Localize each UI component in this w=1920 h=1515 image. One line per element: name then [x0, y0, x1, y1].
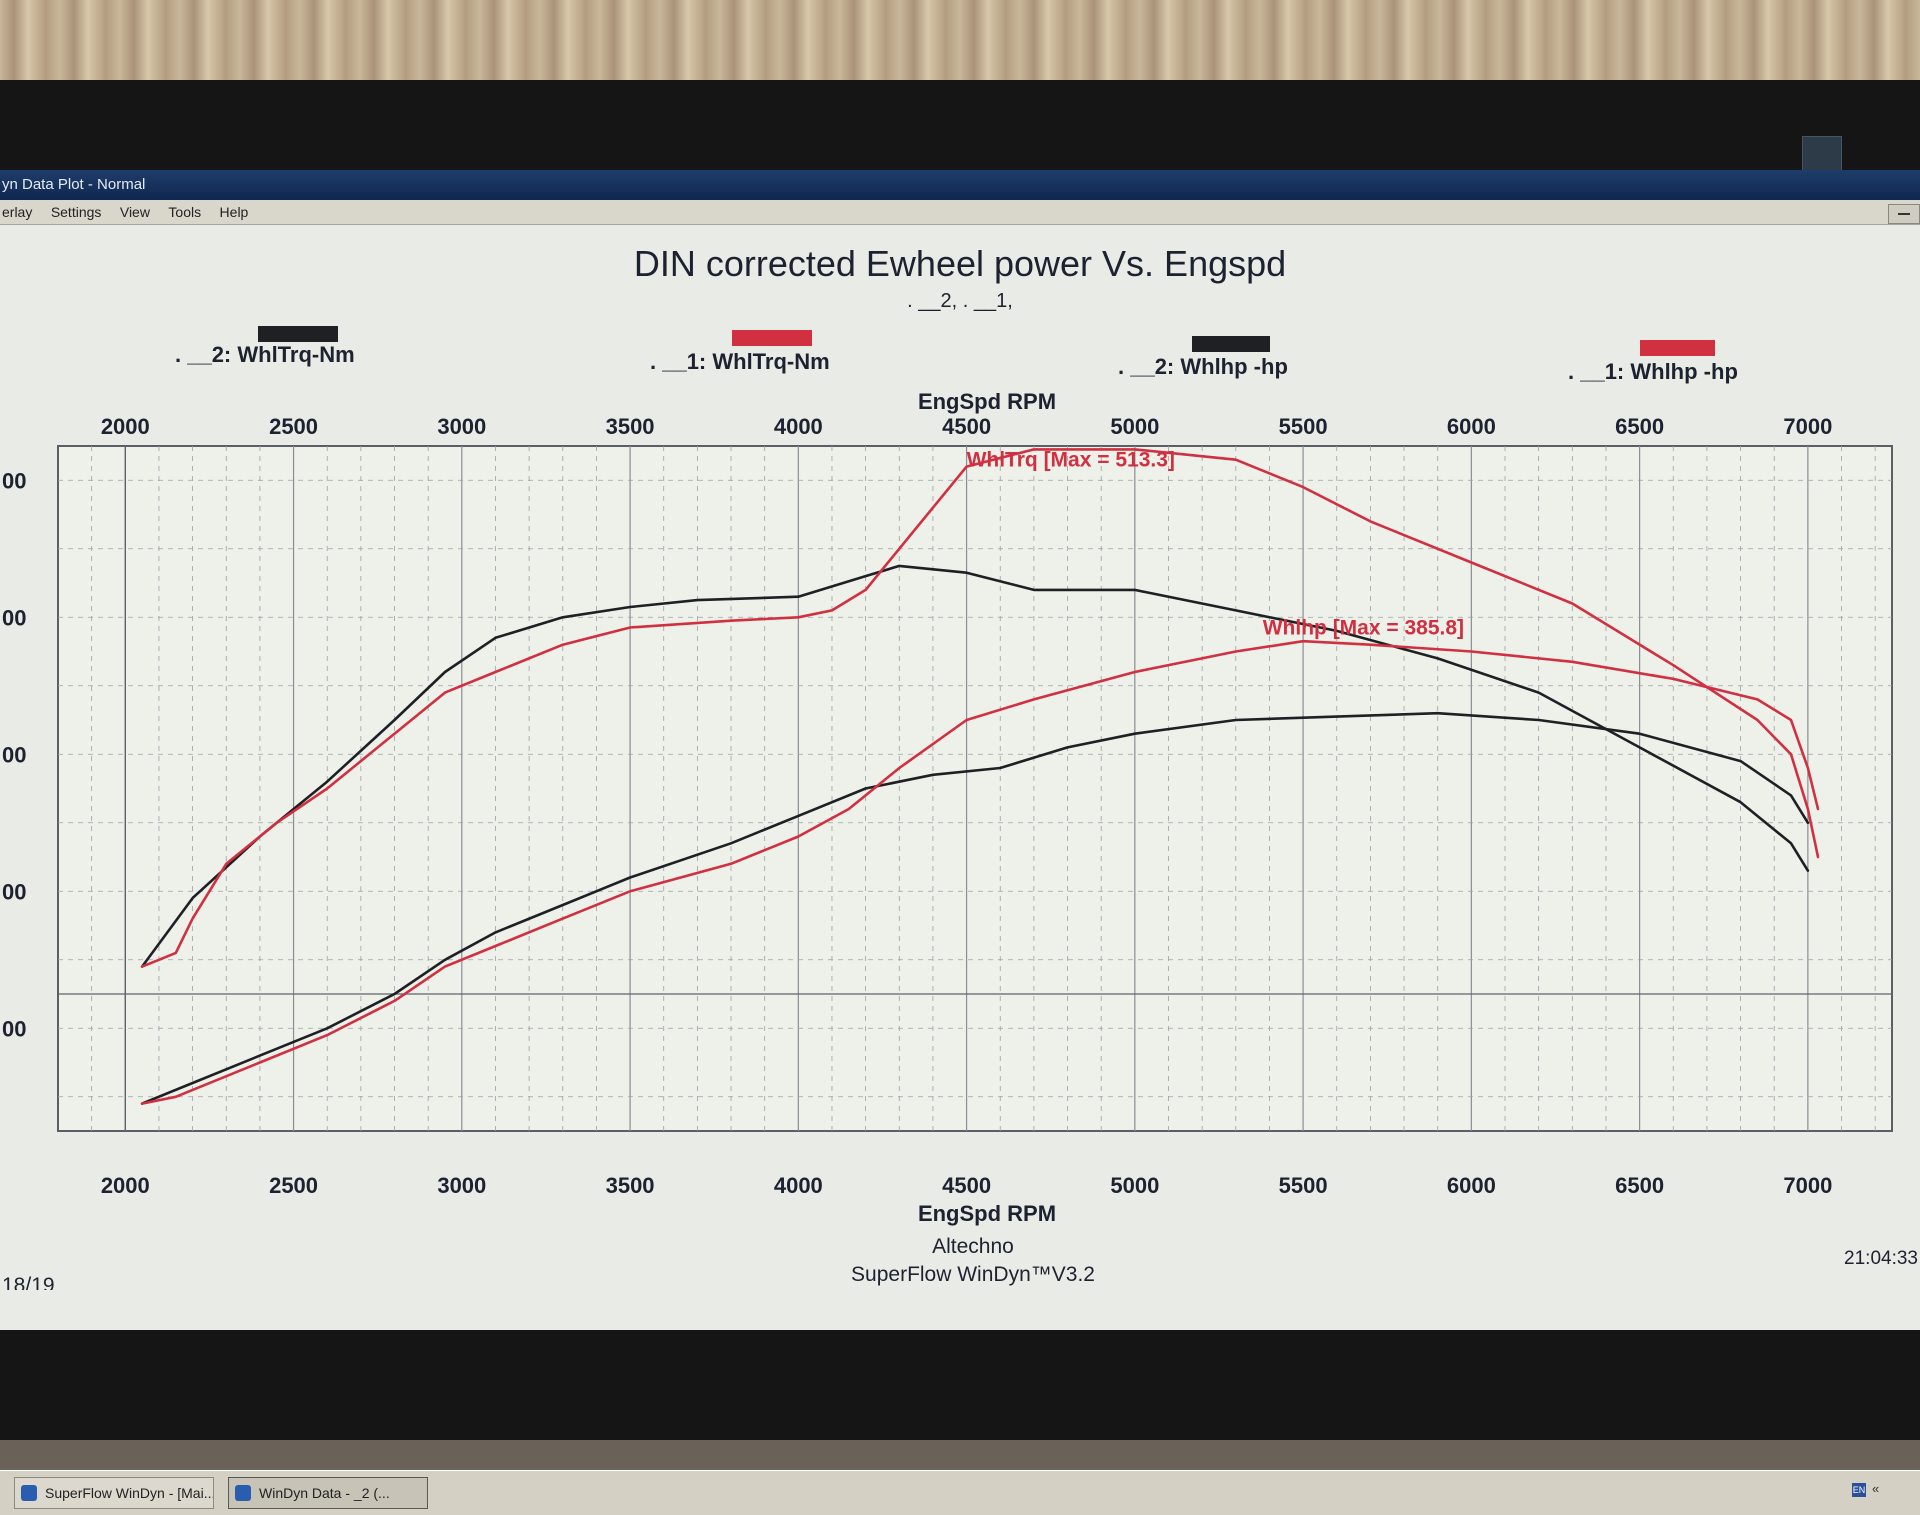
annotation-label: Whlhp [Max = 385.8]: [1263, 616, 1464, 639]
axis-ticks: 2000 2000 2500 2500 3000 3000 3500 3500 4000 4000…: [2, 414, 1832, 1198]
screen: yn Data Plot - Normal erlay Settings Vie…: [0, 170, 1920, 1515]
x-tick-label-top: 7000: [1783, 414, 1832, 439]
x-tick-label-top: 2000: [101, 414, 150, 439]
legend-swatch-3: [1192, 336, 1270, 352]
window-minimize-button[interactable]: [1888, 204, 1920, 224]
legend-swatch-1: [258, 326, 338, 342]
series-line: [140, 448, 1820, 968]
background-curtain: [0, 0, 1920, 90]
series-line: [140, 711, 1810, 1105]
chart-title: DIN corrected Ewheel power Vs. Engspd: [634, 243, 1286, 284]
x-tick-label-bottom: 4500: [942, 1173, 991, 1198]
taskbar-item-data[interactable]: WinDyn Data - _2 (...: [228, 1477, 428, 1509]
taskbar-item-label: SuperFlow WinDyn - [Mai...: [45, 1485, 214, 1501]
menu-help[interactable]: Help: [219, 204, 249, 220]
x-tick-label-top: 3500: [606, 414, 655, 439]
superflow-icon: [21, 1485, 37, 1501]
x-tick-label-bottom: 6000: [1447, 1173, 1496, 1198]
x-tick-label-top: 5500: [1279, 414, 1328, 439]
annotation-label: WhlTrq [Max = 513.3]: [967, 449, 1175, 472]
legend-label-3: . __2: Whlhp -hp: [1118, 354, 1288, 379]
taskbar-item-label: WinDyn Data - _2 (...: [259, 1485, 390, 1501]
legend-label-4: . __1: Whlhp -hp: [1568, 359, 1738, 384]
y-tick-label: 00: [2, 605, 26, 630]
tray-chevron-icon[interactable]: «: [1872, 1481, 1880, 1496]
legend-swatch-4: [1640, 340, 1715, 356]
x-tick-label-top: 5000: [1110, 414, 1159, 439]
annotations: WhlTrq [Max = 513.3] Whlhp [Max = 385.8]: [967, 449, 1464, 640]
x-tick-label-bottom: 2500: [269, 1173, 318, 1198]
x-tick-label-bottom: 3500: [606, 1173, 655, 1198]
legend-label-1: . __2: WhlTrq-Nm: [175, 342, 355, 367]
x-tick-label-top: 4500: [942, 414, 991, 439]
footer-time: 21:04:33: [1844, 1248, 1918, 1269]
menu-settings[interactable]: Settings: [50, 204, 102, 220]
grid: [58, 446, 1892, 1131]
taskbar-item-windyn[interactable]: SuperFlow WinDyn - [Mai...: [14, 1477, 214, 1509]
x-tick-label-top: 3000: [437, 414, 486, 439]
menu-overlay[interactable]: erlay: [2, 204, 33, 220]
x-tick-label-bottom: 4000: [774, 1173, 823, 1198]
menu-tools[interactable]: Tools: [168, 204, 202, 220]
x-tick-label-bottom: 5500: [1279, 1173, 1328, 1198]
plot-area: DIN corrected Ewheel power Vs. Engspd . …: [0, 226, 1920, 1297]
x-tick-label-bottom: 2000: [101, 1173, 150, 1198]
footer-page: 18/19: [2, 1274, 55, 1290]
legend-swatch-2: [732, 330, 812, 346]
series-line: [140, 639, 1820, 1105]
y-tick-label: 00: [2, 468, 26, 493]
x-tick-label-bottom: 5000: [1110, 1173, 1159, 1198]
language-icon[interactable]: EN: [1852, 1483, 1866, 1497]
x-tick-label-top: 4000: [774, 414, 823, 439]
window-titlebar: yn Data Plot - Normal: [0, 170, 1920, 200]
x-axis-title-bottom: EngSpd RPM: [918, 1201, 1056, 1226]
series-lines: [140, 448, 1820, 1105]
y-tick-label: 00: [2, 879, 26, 904]
menu-bar: erlay Settings View Tools Help: [0, 200, 1920, 225]
x-tick-label-top: 6500: [1615, 414, 1664, 439]
y-tick-label: 00: [2, 742, 26, 767]
x-tick-label-bottom: 7000: [1783, 1173, 1832, 1198]
x-axis-title-top: EngSpd RPM: [918, 389, 1056, 414]
y-tick-label: 00: [2, 1016, 26, 1041]
footer-software: SuperFlow WinDyn™V3.2: [851, 1263, 1095, 1286]
plot-frame: [57, 445, 1893, 1132]
menu-view[interactable]: View: [119, 204, 150, 220]
x-tick-label-bottom: 3000: [437, 1173, 486, 1198]
windyn-data-icon: [235, 1485, 251, 1501]
taskbar: SuperFlow WinDyn - [Mai... WinDyn Data -…: [0, 1470, 1920, 1515]
x-tick-label-top: 2500: [269, 414, 318, 439]
footer-company: Altechno: [932, 1235, 1014, 1258]
dyno-chart: DIN corrected Ewheel power Vs. Engspd . …: [2, 243, 1918, 1297]
legend-label-2: . __1: WhlTrq-Nm: [650, 349, 830, 374]
x-tick-label-top: 6000: [1447, 414, 1496, 439]
chart-subtitle: . __2, . __1,: [907, 290, 1013, 312]
x-tick-label-bottom: 6500: [1615, 1173, 1664, 1198]
